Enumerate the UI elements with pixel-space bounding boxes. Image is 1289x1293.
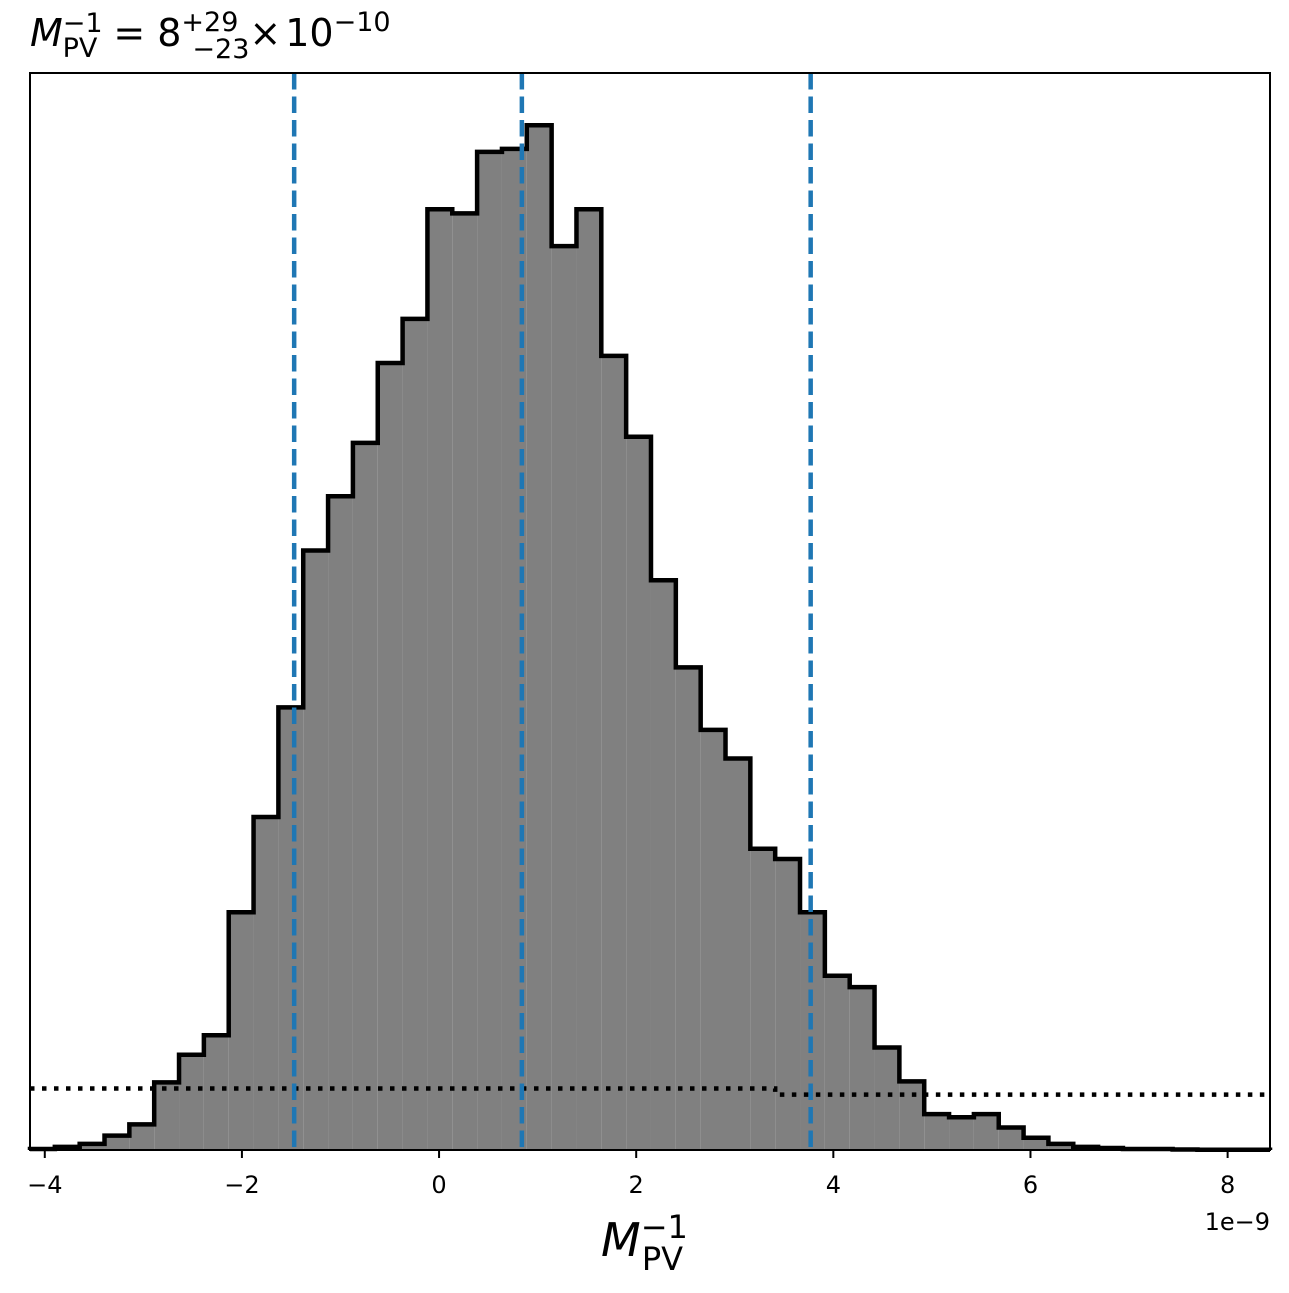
- histogram-bar: [1048, 1143, 1074, 1150]
- plot-area: [27, 73, 1273, 1153]
- histogram-bar: [328, 496, 353, 1151]
- histogram-bar: [874, 1047, 900, 1150]
- histogram-bar: [750, 848, 776, 1150]
- histogram-bar: [203, 1035, 229, 1150]
- histogram-bar: [824, 975, 850, 1150]
- histogram-bar: [775, 858, 801, 1150]
- chart-title: M−1 PV = 8+29 −23× 10−10: [30, 7, 391, 65]
- x-tick-label: 8: [1220, 1171, 1235, 1199]
- x-offset-text: 1e−9: [1205, 1208, 1270, 1236]
- histogram-bar: [104, 1135, 130, 1150]
- histogram-bar: [949, 1117, 974, 1150]
- histogram-bar: [179, 1054, 204, 1150]
- histogram-bar: [1023, 1137, 1049, 1150]
- histogram-bar: [154, 1082, 180, 1150]
- prior-line: [30, 1086, 1270, 1097]
- histogram-outline: [27, 123, 1273, 1153]
- histogram-bar: [700, 729, 726, 1150]
- histogram-bar: [79, 1143, 105, 1150]
- x-tick-label: 0: [431, 1171, 446, 1199]
- title-equals: =: [113, 11, 145, 55]
- histogram-bar: [924, 1114, 950, 1150]
- histogram-bar: [352, 442, 378, 1150]
- title-symbol: M: [30, 11, 63, 55]
- title-superscript: −1: [63, 8, 103, 39]
- histogram-bar: [725, 758, 751, 1150]
- x-tick-label: −2: [224, 1171, 259, 1199]
- histogram-bar: [377, 363, 403, 1150]
- histogram-bar: [650, 580, 676, 1150]
- histogram-bar: [129, 1124, 155, 1150]
- axes-frame: [29, 72, 1271, 1151]
- histogram-bar: [228, 912, 254, 1150]
- xlabel-symbol: M: [601, 1213, 641, 1267]
- title-times: ×: [249, 11, 281, 55]
- histogram-bar: [278, 707, 304, 1150]
- x-tick-label: 4: [826, 1171, 841, 1199]
- histogram-bar: [849, 987, 875, 1150]
- histogram-bar: [253, 816, 279, 1150]
- xlabel-superscript: −1: [641, 1208, 688, 1246]
- title-upper-err: +29: [181, 7, 238, 38]
- histogram-bar: [601, 355, 627, 1151]
- title-exponent: −10: [334, 7, 391, 38]
- xlabel-subscript: PV: [642, 1240, 683, 1278]
- title-base: 10: [285, 11, 333, 55]
- x-tick-label: 2: [629, 1171, 644, 1199]
- x-tick-label: −4: [27, 1171, 62, 1199]
- histogram-bar: [998, 1127, 1024, 1150]
- histogram-bar: [551, 246, 577, 1150]
- histogram-bar: [477, 151, 502, 1150]
- title-subscript: PV: [63, 33, 98, 64]
- histogram-bar: [973, 1114, 999, 1150]
- histogram-bar: [427, 209, 453, 1150]
- x-axis-ticks: −4 −2 0 2 4 6 8: [27, 1150, 1235, 1199]
- histogram-bar: [452, 213, 478, 1150]
- histogram-bar: [526, 125, 552, 1150]
- title-value: 8: [157, 11, 181, 55]
- histogram-bar: [675, 667, 701, 1150]
- title-lower-err: −23: [192, 34, 249, 65]
- x-axis-label: M−1 PV: [601, 1208, 688, 1278]
- histogram-bar: [626, 436, 651, 1150]
- x-tick-label: 6: [1023, 1171, 1038, 1199]
- histogram-bar: [576, 209, 602, 1150]
- histogram-bar: [303, 550, 329, 1150]
- histogram-bar: [899, 1081, 925, 1150]
- histogram-bar: [402, 318, 428, 1150]
